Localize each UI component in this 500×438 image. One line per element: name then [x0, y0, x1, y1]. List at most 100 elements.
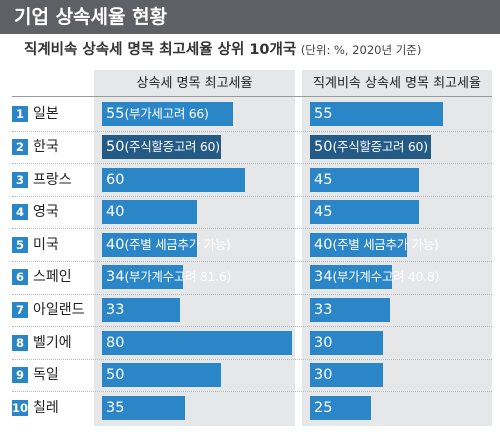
- row-divider: [12, 359, 492, 360]
- value-label: 45: [314, 204, 333, 220]
- chart-subtitle: 직계비속 상속세 명목 최고세율 상위 10개국 (단위: %, 2020년 기…: [24, 38, 421, 62]
- row-divider: [12, 294, 492, 295]
- country-name: 독일: [33, 367, 59, 383]
- country-label: 3 프랑스: [12, 170, 72, 190]
- value-label: 60: [106, 172, 125, 188]
- value-label: 33: [106, 302, 125, 318]
- value-note: (부가계수고려 81.6): [124, 269, 232, 284]
- country-label: 2 한국: [12, 137, 59, 157]
- rank-badge: 8: [12, 335, 28, 351]
- rank-badge: 1: [12, 106, 28, 122]
- value-note: (부가세고려 66): [124, 106, 209, 121]
- bar-right: [310, 135, 431, 159]
- value-note: (주식할증고려 60): [332, 139, 428, 154]
- value-label: 40: [314, 237, 333, 253]
- bar-right: [310, 363, 383, 387]
- rank-badge: 4: [12, 204, 28, 220]
- country-label: 4 영국: [12, 202, 59, 222]
- bar-label-right: 30: [314, 363, 332, 387]
- row-divider: [12, 391, 492, 392]
- country-name: 일본: [33, 106, 59, 122]
- title-bar: 기업 상속세율 현황: [0, 0, 500, 34]
- country-name: 한국: [33, 139, 59, 155]
- row-divider: [12, 196, 492, 197]
- bar-left: [102, 102, 233, 126]
- value-label: 50: [314, 139, 333, 155]
- bar-label-left: 35: [106, 396, 124, 420]
- value-label: 50: [106, 139, 125, 155]
- rank-badge: 10: [12, 400, 29, 416]
- column-header-left: 상속세 명목 최고세율: [136, 76, 253, 91]
- column-header-right: 직계비속 상속세 명목 최고세율: [313, 76, 481, 91]
- bar-left: [102, 363, 221, 387]
- value-label: 35: [106, 400, 125, 416]
- bar-left: [102, 233, 197, 257]
- bar-left: [102, 135, 221, 159]
- value-label: 80: [106, 335, 125, 351]
- header-rule: [12, 96, 492, 97]
- value-label: 33: [314, 302, 333, 318]
- value-note: (부가계수고려 40.8): [332, 269, 440, 284]
- country-name: 아일랜드: [33, 302, 85, 318]
- bar-label-right: 45: [314, 168, 332, 192]
- country-name: 영국: [33, 204, 59, 220]
- subtitle-main: 직계비속 상속세 명목 최고세율 상위 10개국: [24, 42, 297, 58]
- bar-left: [102, 396, 186, 420]
- rank-badge: 9: [12, 367, 28, 383]
- row-divider: [12, 261, 492, 262]
- bar-label-right: 45: [314, 200, 332, 224]
- value-note: (주별 세금추가 가능): [332, 237, 439, 252]
- value-note: (주식할증고려 60): [124, 139, 220, 154]
- bar-label-left: 50(주식할증고려 60): [106, 135, 220, 159]
- country-name: 프랑스: [33, 172, 72, 188]
- bar-label-left: 34(부가계수고려 81.6): [106, 265, 231, 289]
- bar-label-left: 55(부가세고려 66): [106, 102, 209, 126]
- bar-label-right: 50(주식할증고려 60): [314, 135, 428, 159]
- bar-right: [310, 265, 393, 289]
- bar-label-right: 34(부가계수고려 40.8): [314, 265, 439, 289]
- bar-right: [310, 298, 390, 322]
- country-label: 7 아일랜드: [12, 300, 85, 320]
- bar-left: [102, 265, 183, 289]
- bar-left: [102, 298, 181, 322]
- row-divider: [12, 131, 492, 132]
- bar-left: [102, 168, 245, 192]
- bar-label-left: 60: [106, 168, 124, 192]
- country-label: 5 미국: [12, 235, 59, 255]
- value-label: 30: [314, 335, 333, 351]
- bar-right: [310, 168, 419, 192]
- rank-badge: 3: [12, 172, 28, 188]
- row-divider: [12, 228, 492, 229]
- value-label: 40: [106, 204, 125, 220]
- bar-left: [102, 200, 197, 224]
- value-label: 45: [314, 172, 333, 188]
- bar-label-right: 30: [314, 331, 332, 355]
- bar-right: [310, 331, 383, 355]
- value-label: 55: [314, 106, 333, 122]
- row-divider: [12, 326, 492, 327]
- value-label: 30: [314, 367, 333, 383]
- bar-right: [310, 396, 371, 420]
- country-name: 칠레: [33, 400, 59, 416]
- subtitle-note: (단위: %, 2020년 기준): [300, 43, 422, 57]
- country-name: 스페인: [33, 269, 72, 285]
- bar-right: [310, 233, 407, 257]
- value-note: (주별 세금추가 가능): [124, 237, 231, 252]
- bar-label-right: 25: [314, 396, 332, 420]
- bar-right: [310, 102, 443, 126]
- chart-title: 기업 상속세율 현황: [14, 6, 168, 28]
- bar-label-right: 33: [314, 298, 332, 322]
- value-label: 25: [314, 400, 333, 416]
- value-label: 34: [106, 269, 125, 285]
- country-label: 10 칠레: [12, 398, 59, 418]
- bar-right: [310, 200, 419, 224]
- bar-label-left: 50: [106, 363, 124, 387]
- country-label: 9 독일: [12, 365, 59, 385]
- value-label: 34: [314, 269, 333, 285]
- rank-badge: 5: [12, 237, 28, 253]
- rank-badge: 2: [12, 139, 28, 155]
- bar-label-left: 40: [106, 200, 124, 224]
- value-label: 40: [106, 237, 125, 253]
- value-label: 50: [106, 367, 125, 383]
